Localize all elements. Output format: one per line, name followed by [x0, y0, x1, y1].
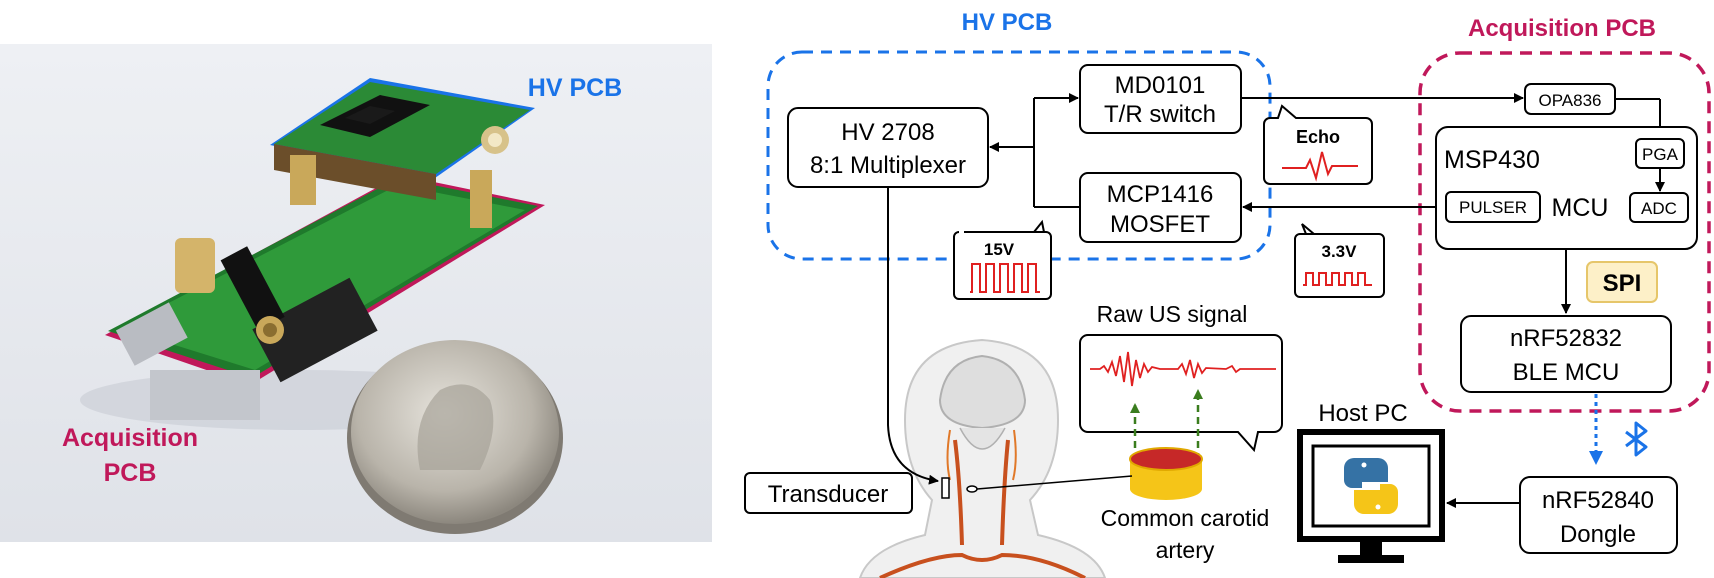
- mcp1416-block: MCP1416 MOSFET: [1079, 172, 1242, 243]
- opa836-block: OPA836: [1524, 83, 1616, 115]
- hv-pcb-title: HV PCB: [962, 9, 1053, 36]
- carotid-label-line2: artery: [1156, 537, 1215, 563]
- raw-us-signal-callout: [1079, 334, 1283, 453]
- md0101-block: MD0101 T/R switch: [1079, 64, 1242, 134]
- transducer-probe-icon: [941, 477, 950, 499]
- photo-acquisition-label-line2: PCB: [104, 459, 157, 487]
- echo-callout: Echo: [1263, 104, 1373, 185]
- svg-text:ADC: ADC: [1641, 199, 1677, 218]
- hv-board: [270, 78, 535, 228]
- svg-text:BLE MCU: BLE MCU: [1513, 359, 1620, 386]
- echo-waveform: [1282, 151, 1358, 182]
- svg-text:MCP1416: MCP1416: [1107, 181, 1214, 208]
- svg-text:HV 2708: HV 2708: [841, 119, 934, 146]
- svg-text:MCU: MCU: [1552, 194, 1609, 222]
- pcb-photo: HV PCB Acquisition PCB: [0, 44, 712, 542]
- nrf52840-block: nRF52840 Dongle: [1519, 476, 1678, 554]
- photo-acquisition-label-line1: Acquisition: [62, 424, 198, 452]
- pga-block: PGA: [1635, 138, 1685, 169]
- pulser-block: PULSER: [1445, 191, 1541, 223]
- raw-us-signal-title: Raw US signal: [1097, 301, 1248, 327]
- svg-text:Transducer: Transducer: [768, 481, 889, 508]
- carotid-label-line1: Common carotid: [1101, 505, 1270, 531]
- svg-text:T/R switch: T/R switch: [1104, 101, 1216, 128]
- bluetooth-icon: [1625, 421, 1648, 457]
- acquisition-board: [105, 175, 545, 420]
- host-pc-label: Host PC: [1318, 400, 1407, 427]
- hv2708-block: HV 2708 8:1 Multiplexer: [787, 107, 989, 188]
- svg-text:OPA836: OPA836: [1538, 91, 1601, 110]
- 3v3-pulse-waveform: [1303, 272, 1372, 286]
- svg-text:nRF52832: nRF52832: [1510, 325, 1622, 352]
- svg-text:nRF52840: nRF52840: [1542, 487, 1654, 514]
- carotid-artery-icon: [1129, 447, 1203, 500]
- svg-text:8:1 Multiplexer: 8:1 Multiplexer: [810, 152, 966, 179]
- svg-text:3.3V: 3.3V: [1322, 242, 1358, 261]
- python-logo-icon: [1344, 458, 1398, 514]
- svg-text:Dongle: Dongle: [1560, 521, 1636, 548]
- svg-text:PULSER: PULSER: [1459, 198, 1527, 217]
- svg-text:MOSFET: MOSFET: [1110, 211, 1210, 238]
- svg-text:SPI: SPI: [1603, 270, 1642, 297]
- 15v-callout: 15V: [953, 219, 1052, 300]
- photo-hv-pcb-label: HV PCB: [528, 74, 622, 102]
- carotid-pointer-line: [976, 475, 1133, 490]
- coin: [347, 340, 563, 534]
- acquisition-pcb-title: Acquisition PCB: [1468, 15, 1656, 42]
- spi-badge: SPI: [1586, 261, 1658, 303]
- mux-to-transducer-wire: [887, 187, 939, 485]
- raw-us-waveform: [1090, 351, 1276, 387]
- svg-text:PGA: PGA: [1642, 145, 1679, 164]
- acquisition-pcb-group: [1418, 51, 1711, 413]
- 15v-pulse-waveform: [970, 263, 1040, 293]
- hv-connections: [989, 93, 1524, 212]
- carotid-marker: [966, 485, 978, 493]
- svg-text:MSP430: MSP430: [1444, 146, 1540, 174]
- svg-text:MD0101: MD0101: [1115, 72, 1206, 99]
- adc-block: ADC: [1629, 192, 1689, 223]
- nrf52832-block: nRF52832 BLE MCU: [1460, 315, 1672, 393]
- transducer-label-box: Transducer: [744, 472, 913, 514]
- host-pc-monitor-icon: [1297, 429, 1445, 563]
- svg-text:Echo: Echo: [1296, 127, 1340, 147]
- svg-text:15V: 15V: [984, 240, 1015, 259]
- 3v3-callout: 3.3V: [1294, 223, 1385, 298]
